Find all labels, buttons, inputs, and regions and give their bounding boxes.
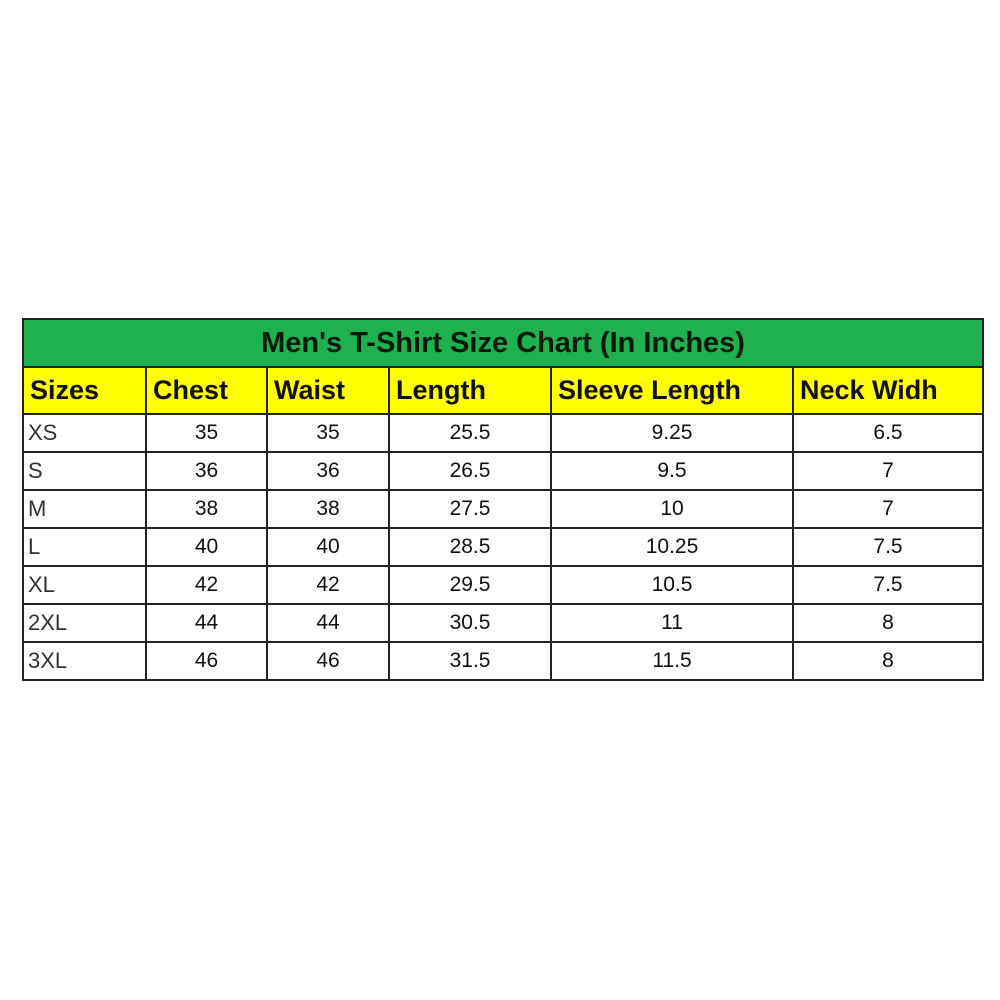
size-cell: 3XL [22,641,147,681]
size-cell: 2XL [22,603,147,643]
table-title: Men's T-Shirt Size Chart (In Inches) [21,318,985,368]
size-cell: XS [22,413,147,453]
measurement-cell: 26.5 [388,451,552,491]
measurement-cell: 9.25 [550,413,794,453]
measurement-cell: 7 [791,489,985,529]
measurement-cell: 29.5 [388,565,552,605]
size-cell: M [22,489,147,529]
column-header: Neck Widh [791,366,985,415]
measurement-cell: 7.5 [791,527,985,567]
column-header: Sleeve Length [550,366,794,415]
measurement-cell: 42 [145,565,268,605]
measurement-cell: 28.5 [388,527,552,567]
measurement-cell: 46 [266,641,390,681]
header-row: Sizes Chest Waist Length Sleeve Length Neck W… [22,366,985,415]
measurement-cell: 7 [791,451,985,491]
measurement-cell: 35 [145,413,268,453]
measurement-cell: 11 [550,603,794,643]
measurement-cell: 8 [791,641,985,681]
measurement-cell: 42 [266,565,390,605]
measurement-cell: 31.5 [388,641,552,681]
measurement-cell: 9.5 [550,451,794,491]
table-row: L 40 40 28.5 10.25 7.5 [22,527,985,567]
measurement-cell: 30.5 [388,603,552,643]
measurement-cell: 7.5 [791,565,985,605]
table-row: S 36 36 26.5 9.5 7 [22,451,985,491]
size-cell: XL [22,565,147,605]
size-chart-table: Men's T-Shirt Size Chart (In Inches) Siz… [21,318,985,681]
title-row: Men's T-Shirt Size Chart (In Inches) [21,318,985,368]
measurement-cell: 35 [266,413,390,453]
measurement-cell: 38 [266,489,390,529]
column-header: Waist [266,366,390,415]
measurement-cell: 8 [791,603,985,643]
measurement-cell: 6.5 [791,413,985,453]
column-header: Sizes [22,366,147,415]
table-row: 3XL 46 46 31.5 11.5 8 [22,641,985,681]
column-header: Length [388,366,552,415]
size-cell: S [22,451,147,491]
measurement-cell: 27.5 [388,489,552,529]
column-header: Chest [145,366,268,415]
measurement-cell: 10 [550,489,794,529]
measurement-cell: 44 [145,603,268,643]
measurement-cell: 10.25 [550,527,794,567]
measurement-cell: 10.5 [550,565,794,605]
measurement-cell: 36 [266,451,390,491]
measurement-cell: 25.5 [388,413,552,453]
table-row: XS 35 35 25.5 9.25 6.5 [22,413,985,453]
table-row: 2XL 44 44 30.5 11 8 [22,603,985,643]
measurement-cell: 36 [145,451,268,491]
measurement-cell: 40 [266,527,390,567]
measurement-cell: 46 [145,641,268,681]
size-cell: L [22,527,147,567]
measurement-cell: 11.5 [550,641,794,681]
measurement-cell: 40 [145,527,268,567]
table-row: XL 42 42 29.5 10.5 7.5 [22,565,985,605]
table-row: M 38 38 27.5 10 7 [22,489,985,529]
measurement-cell: 44 [266,603,390,643]
measurement-cell: 38 [145,489,268,529]
